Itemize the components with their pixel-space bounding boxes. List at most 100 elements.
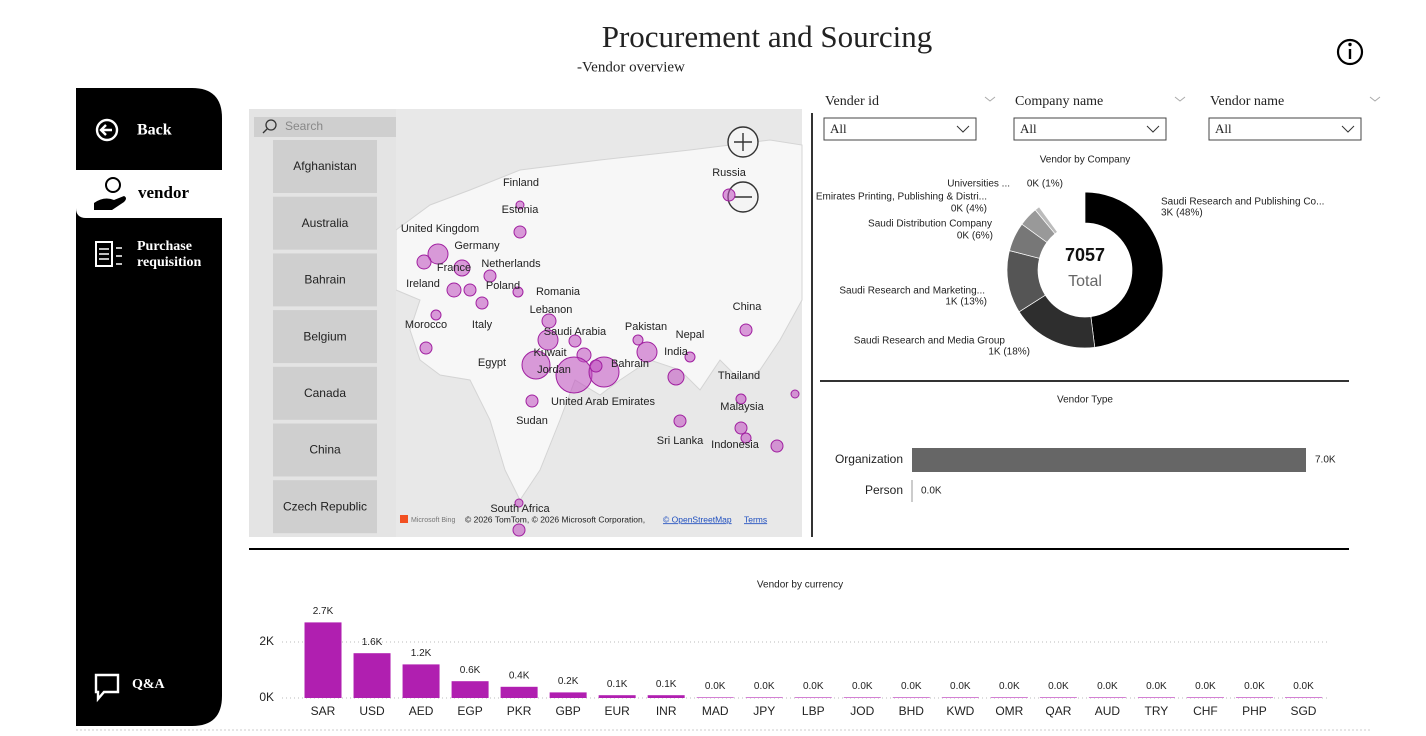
map-bubble bbox=[684, 351, 696, 363]
value-label: 0.0K bbox=[1146, 681, 1167, 692]
country-item[interactable] bbox=[273, 196, 377, 250]
value-label: 7.0K bbox=[1315, 455, 1336, 466]
map-bubble bbox=[740, 432, 752, 444]
country-label: Canada bbox=[304, 386, 346, 400]
map-bubble bbox=[521, 350, 551, 380]
map-label: Italy bbox=[472, 319, 493, 331]
bar bbox=[598, 695, 636, 698]
map-label: France bbox=[437, 262, 471, 274]
nav-purchase[interactable]: Purchase requisition bbox=[95, 239, 202, 270]
map-label: Netherlands bbox=[481, 258, 541, 270]
bar bbox=[794, 697, 832, 698]
nav-qa[interactable]: Q&A bbox=[94, 673, 166, 703]
country-item[interactable] bbox=[273, 310, 377, 364]
nav-label: Q&A bbox=[132, 677, 166, 692]
bar bbox=[451, 681, 489, 698]
zoom-in[interactable] bbox=[727, 126, 759, 158]
value-label: 0.0K bbox=[999, 681, 1020, 692]
map-bubble bbox=[739, 323, 753, 337]
map-bubble bbox=[514, 498, 524, 508]
filter-label: Vendor name bbox=[1210, 94, 1284, 109]
bar bbox=[500, 686, 538, 698]
slice-name: Saudi Research and Media Group bbox=[854, 336, 1006, 347]
x-tick-label: PKR bbox=[507, 704, 532, 718]
bar bbox=[353, 653, 391, 698]
value-label: 0.0K bbox=[1195, 681, 1216, 692]
map-bubble bbox=[513, 225, 527, 239]
map-label: Ireland bbox=[406, 278, 440, 290]
map-bubble bbox=[790, 389, 800, 399]
nav-label: requisition bbox=[137, 255, 202, 270]
nav-label: Back bbox=[137, 122, 172, 139]
filter-dropdown[interactable] bbox=[823, 117, 977, 141]
map-osm[interactable]: © OpenStreetMap bbox=[663, 514, 732, 524]
filter-dropdown[interactable] bbox=[1208, 117, 1362, 141]
nav-back[interactable]: Back bbox=[95, 118, 172, 142]
map-label: Malaysia bbox=[720, 401, 764, 413]
map-bubble bbox=[427, 243, 449, 265]
map-bubble bbox=[512, 286, 524, 298]
map-label: Finland bbox=[503, 177, 539, 189]
nav-vendor[interactable]: vendor bbox=[76, 170, 222, 218]
slice-name: Saudi Research and Publishing Co... bbox=[1161, 197, 1324, 208]
info-icon[interactable] bbox=[1336, 38, 1364, 66]
x-tick-label: KWD bbox=[946, 704, 974, 718]
bar bbox=[549, 692, 587, 698]
x-tick-label: JPY bbox=[753, 704, 775, 718]
value-label: 0.4K bbox=[509, 670, 530, 681]
country-item[interactable] bbox=[273, 423, 377, 477]
country-item[interactable] bbox=[273, 140, 377, 193]
x-tick-label: SAR bbox=[311, 704, 336, 718]
map-bubble bbox=[735, 393, 747, 405]
slice-label: 0K (4%) bbox=[951, 204, 987, 215]
map-label: United Arab Emirates bbox=[551, 396, 655, 408]
map-bubble bbox=[636, 341, 658, 363]
slice-name: Saudi Distribution Company bbox=[868, 219, 992, 230]
x-tick-label: CHF bbox=[1193, 704, 1218, 718]
map-label: Lebanon bbox=[530, 304, 573, 316]
nav-label: Purchase bbox=[137, 239, 192, 254]
x-tick-label: EGP bbox=[457, 704, 482, 718]
dropdown-chevron bbox=[956, 125, 970, 133]
value-label: 0.0K bbox=[1048, 681, 1069, 692]
x-tick-label: PHP bbox=[1242, 704, 1267, 718]
country-item[interactable] bbox=[273, 253, 377, 307]
value-label: 0.1K bbox=[607, 679, 628, 690]
search-box[interactable] bbox=[254, 117, 396, 137]
value-label: 0.0K bbox=[1097, 681, 1118, 692]
value-label: 0.0K bbox=[852, 681, 873, 692]
page-title: Procurement and Sourcing bbox=[602, 19, 933, 54]
slice-name: Saudi Research and Marketing... bbox=[839, 286, 985, 297]
category-label: Organization bbox=[835, 452, 903, 466]
country-item[interactable] bbox=[273, 480, 377, 534]
bar bbox=[941, 697, 979, 698]
map-bubble bbox=[483, 269, 497, 283]
x-tick-label: GBP bbox=[555, 704, 580, 718]
map-label: Romania bbox=[536, 286, 581, 298]
chart-title: Vendor Type bbox=[1057, 395, 1113, 406]
x-tick-label: INR bbox=[656, 704, 677, 718]
dropdown-chevron bbox=[1146, 125, 1160, 133]
map-bubble bbox=[475, 296, 489, 310]
map-label: Saudi Arabia bbox=[544, 326, 607, 338]
nav-label: vendor bbox=[138, 183, 189, 202]
filter-value: All bbox=[1020, 121, 1037, 136]
map-label: Estonia bbox=[502, 204, 540, 216]
bing-logo bbox=[400, 515, 408, 523]
map-bubble bbox=[446, 282, 462, 298]
map-label: Bahrain bbox=[611, 358, 649, 370]
value-label: 0.0K bbox=[1293, 681, 1314, 692]
slice-label: 1K (18%) bbox=[988, 347, 1030, 358]
chart-title: Vendor by Company bbox=[1040, 155, 1131, 166]
country-label: Afghanistan bbox=[293, 159, 356, 173]
map-terms[interactable]: Terms bbox=[744, 514, 767, 524]
x-tick-label: JOD bbox=[850, 704, 874, 718]
map-bubble bbox=[453, 259, 471, 277]
country-item[interactable] bbox=[273, 366, 377, 420]
map-label: Thailand bbox=[718, 370, 760, 382]
x-tick-label: USD bbox=[359, 704, 385, 718]
filter-dropdown[interactable] bbox=[1013, 117, 1167, 141]
map-bubble bbox=[734, 421, 748, 435]
filter-value: All bbox=[1215, 121, 1232, 136]
